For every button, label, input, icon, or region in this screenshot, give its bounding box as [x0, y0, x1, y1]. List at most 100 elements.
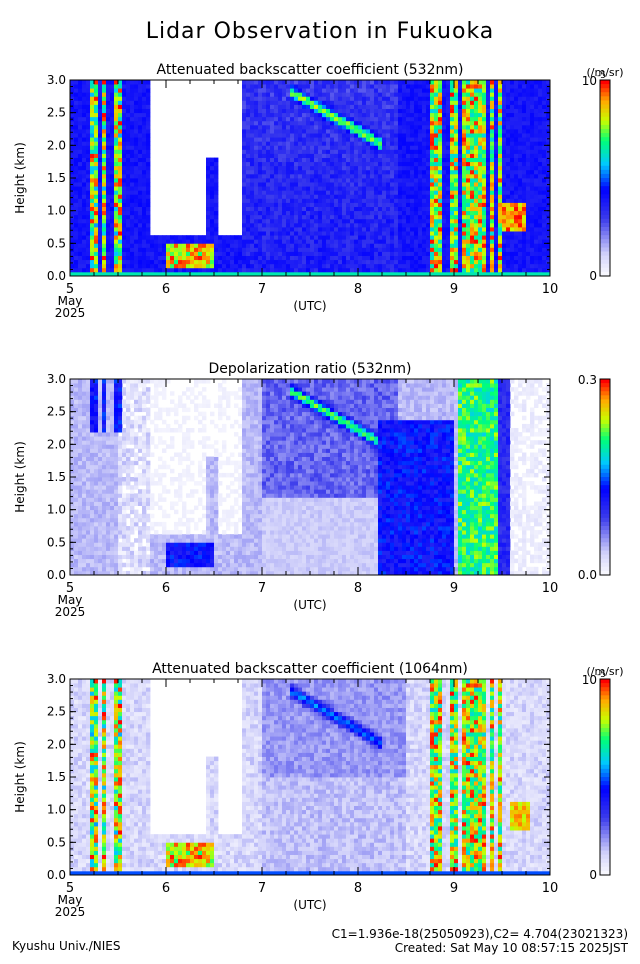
heatmap-cell [350, 149, 354, 153]
heatmap-cell [314, 113, 318, 117]
heatmap-cell [474, 219, 478, 223]
heatmap-cell [430, 109, 434, 113]
heatmap-cell [74, 117, 78, 121]
heatmap-cell [462, 215, 466, 219]
heatmap-cell [142, 105, 146, 109]
heatmap-cell [438, 100, 442, 104]
y-tick-label: 3.0 [47, 73, 66, 87]
heatmap-cell [442, 96, 446, 100]
heatmap-cell [402, 105, 406, 109]
heatmap-cell [98, 125, 102, 129]
heatmap-cell [370, 137, 374, 141]
heatmap-cell [402, 174, 406, 178]
heatmap-cell [166, 264, 170, 268]
heatmap-cell [442, 198, 446, 202]
heatmap-cell [114, 105, 118, 109]
heatmap-cell [126, 121, 130, 125]
heatmap-cell [494, 178, 498, 182]
heatmap-cell [362, 166, 366, 170]
heatmap-cell [522, 239, 526, 243]
heatmap-cell [506, 227, 510, 231]
heatmap-cell [450, 198, 454, 202]
heatmap-cell [410, 170, 414, 174]
heatmap-cell [106, 158, 110, 162]
heatmap-cell [414, 113, 418, 117]
heatmap-cell [402, 133, 406, 137]
heatmap-cell [446, 260, 450, 264]
heatmap-cell [314, 243, 318, 247]
heatmap-cell [494, 198, 498, 202]
heatmap-cell [146, 260, 150, 264]
heatmap-cell [306, 207, 310, 211]
heatmap-cell [150, 235, 154, 239]
heatmap-cell [118, 219, 122, 223]
heatmap-cell [334, 260, 338, 264]
heatmap-cell [242, 84, 246, 88]
heatmap-cell [278, 198, 282, 202]
heatmap-cell [338, 149, 342, 153]
heatmap-cell [242, 198, 246, 202]
heatmap-cell [102, 264, 106, 268]
heatmap-cell [94, 174, 98, 178]
heatmap-cell [518, 170, 522, 174]
heatmap-cell [326, 186, 330, 190]
heatmap-cell [346, 182, 350, 186]
heatmap-cell [342, 170, 346, 174]
heatmap-cell [382, 211, 386, 215]
heatmap-cell [358, 194, 362, 198]
heatmap-cell [254, 149, 258, 153]
heatmap-cell [254, 141, 258, 145]
heatmap-cell [486, 211, 490, 215]
heatmap-cell [338, 190, 342, 194]
heatmap-cell [506, 186, 510, 190]
heatmap-cell [530, 227, 534, 231]
heatmap-cell [146, 170, 150, 174]
heatmap-cell [242, 141, 246, 145]
heatmap-cell [514, 88, 518, 92]
heatmap-cell [530, 268, 534, 272]
heatmap-cell [314, 219, 318, 223]
heatmap-cell [118, 211, 122, 215]
heatmap-cell [86, 137, 90, 141]
heatmap-cell [414, 227, 418, 231]
heatmap-cell [254, 88, 258, 92]
heatmap-cell [266, 121, 270, 125]
heatmap-cell [266, 235, 270, 239]
heatmap-cell [434, 105, 438, 109]
heatmap-cell [146, 231, 150, 235]
heatmap-cell [298, 154, 302, 158]
heatmap-cell [490, 109, 494, 113]
heatmap-cell [110, 105, 114, 109]
heatmap-cell [250, 215, 254, 219]
heatmap-cell [506, 109, 510, 113]
heatmap-cell [70, 243, 74, 247]
heatmap-cell [210, 260, 214, 264]
heatmap-cell [514, 80, 518, 84]
heatmap-cell [506, 211, 510, 215]
heatmap-cell [522, 133, 526, 137]
heatmap-cell [346, 145, 350, 149]
heatmap-cell [430, 170, 434, 174]
heatmap-cell [294, 92, 298, 96]
heatmap-cell [458, 247, 462, 251]
heatmap-cell [194, 235, 198, 239]
heatmap-cell [506, 105, 510, 109]
heatmap-cell [322, 264, 326, 268]
heatmap-cell [410, 256, 414, 260]
heatmap-cell [318, 121, 322, 125]
heatmap-cell [342, 88, 346, 92]
heatmap-cell [466, 105, 470, 109]
heatmap-cell [470, 92, 474, 96]
heatmap-cell [378, 231, 382, 235]
heatmap-cell [402, 219, 406, 223]
heatmap-cell [510, 141, 514, 145]
heatmap-cell [78, 129, 82, 133]
heatmap-cell [326, 149, 330, 153]
heatmap-cell [146, 137, 150, 141]
heatmap-cell [410, 190, 414, 194]
heatmap-cell [246, 125, 250, 129]
heatmap-cell [314, 137, 318, 141]
heatmap-cell [114, 113, 118, 117]
heatmap-cell [126, 252, 130, 256]
heatmap-cell [290, 260, 294, 264]
